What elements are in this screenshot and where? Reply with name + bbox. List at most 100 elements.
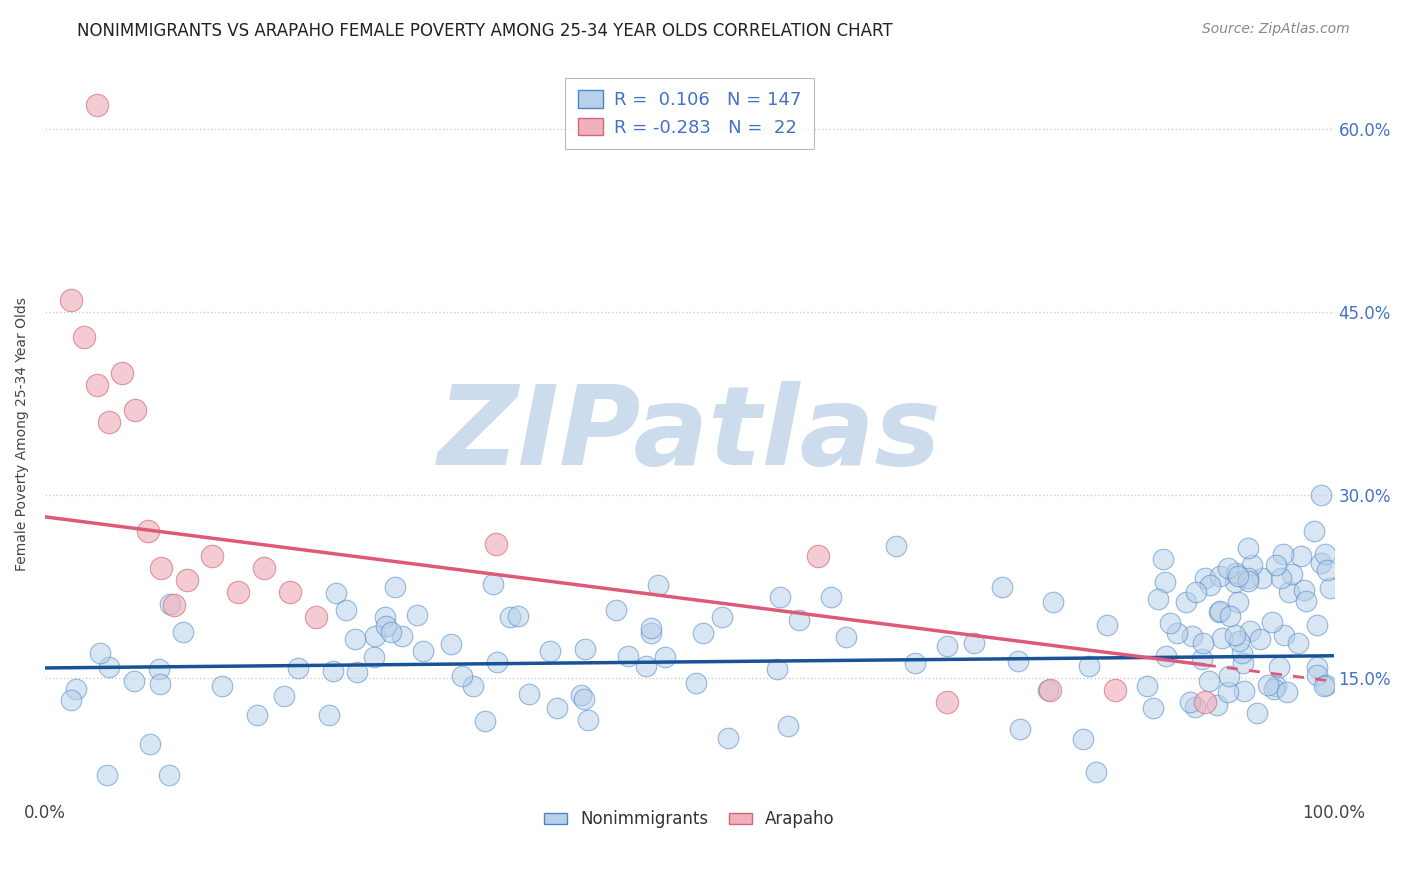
Point — [461, 679, 484, 693]
Point — [807, 549, 830, 563]
Point — [273, 689, 295, 703]
Point — [1295, 594, 1317, 608]
Point — [1281, 567, 1303, 582]
Point — [60, 693, 83, 707]
Point — [1306, 618, 1329, 632]
Point — [820, 590, 842, 604]
Point — [1136, 679, 1159, 693]
Point — [412, 644, 434, 658]
Point — [98, 415, 121, 429]
Text: ZIPatlas: ZIPatlas — [437, 381, 941, 488]
Point — [1261, 615, 1284, 629]
Point — [344, 632, 367, 647]
Point — [574, 641, 596, 656]
Point — [1146, 592, 1168, 607]
Point — [149, 561, 172, 575]
Point — [1036, 683, 1059, 698]
Point — [1257, 678, 1279, 692]
Point — [1208, 605, 1230, 619]
Point — [1007, 654, 1029, 668]
Point — [1223, 628, 1246, 642]
Point — [1270, 571, 1292, 585]
Point — [1265, 558, 1288, 572]
Point — [634, 659, 657, 673]
Point — [1010, 723, 1032, 737]
Point — [139, 738, 162, 752]
Point — [1233, 684, 1256, 698]
Point — [935, 639, 957, 653]
Point — [1184, 700, 1206, 714]
Point — [246, 708, 269, 723]
Point — [97, 660, 120, 674]
Point — [253, 561, 276, 575]
Point — [59, 293, 82, 307]
Point — [1278, 585, 1301, 599]
Point — [89, 646, 111, 660]
Point — [172, 625, 194, 640]
Point — [640, 625, 662, 640]
Point — [1209, 603, 1232, 617]
Point — [1316, 563, 1339, 577]
Point — [1184, 584, 1206, 599]
Point — [768, 590, 790, 604]
Point — [1154, 575, 1177, 590]
Point — [1313, 547, 1336, 561]
Point — [451, 669, 474, 683]
Point — [574, 692, 596, 706]
Point — [962, 636, 984, 650]
Point — [640, 621, 662, 635]
Point — [1218, 669, 1240, 683]
Point — [1319, 581, 1341, 595]
Point — [1216, 561, 1239, 575]
Point — [391, 629, 413, 643]
Point — [904, 657, 927, 671]
Text: Source: ZipAtlas.com: Source: ZipAtlas.com — [1202, 22, 1350, 37]
Point — [318, 708, 340, 723]
Point — [1152, 552, 1174, 566]
Point — [1206, 698, 1229, 712]
Point — [1071, 731, 1094, 746]
Point — [1286, 636, 1309, 650]
Point — [1198, 673, 1220, 688]
Point — [304, 609, 326, 624]
Point — [692, 626, 714, 640]
Point — [325, 586, 347, 600]
Point — [1199, 577, 1222, 591]
Point — [1084, 764, 1107, 779]
Point — [474, 714, 496, 728]
Point — [1042, 595, 1064, 609]
Point — [485, 536, 508, 550]
Point — [1039, 682, 1062, 697]
Point — [1219, 609, 1241, 624]
Point — [1191, 652, 1213, 666]
Point — [1246, 706, 1268, 720]
Point — [1180, 695, 1202, 709]
Point — [1291, 549, 1313, 563]
Point — [499, 610, 522, 624]
Point — [991, 580, 1014, 594]
Point — [1154, 648, 1177, 663]
Point — [374, 609, 396, 624]
Point — [1209, 568, 1232, 582]
Point — [1223, 574, 1246, 589]
Point — [335, 603, 357, 617]
Point — [1192, 635, 1215, 649]
Point — [86, 378, 108, 392]
Point — [149, 677, 172, 691]
Point — [835, 630, 858, 644]
Point — [1249, 632, 1271, 646]
Point — [1268, 660, 1291, 674]
Point — [647, 577, 669, 591]
Y-axis label: Female Poverty Among 25-34 Year Olds: Female Poverty Among 25-34 Year Olds — [15, 297, 30, 571]
Point — [163, 598, 186, 612]
Point — [1232, 656, 1254, 670]
Point — [1181, 629, 1204, 643]
Point — [346, 665, 368, 680]
Point — [1272, 547, 1295, 561]
Point — [86, 98, 108, 112]
Point — [1159, 616, 1181, 631]
Text: NONIMMIGRANTS VS ARAPAHO FEMALE POVERTY AMONG 25-34 YEAR OLDS CORRELATION CHART: NONIMMIGRANTS VS ARAPAHO FEMALE POVERTY … — [77, 22, 893, 40]
Point — [1236, 574, 1258, 588]
Legend: Nonimmigrants, Arapaho: Nonimmigrants, Arapaho — [537, 804, 842, 835]
Point — [384, 581, 406, 595]
